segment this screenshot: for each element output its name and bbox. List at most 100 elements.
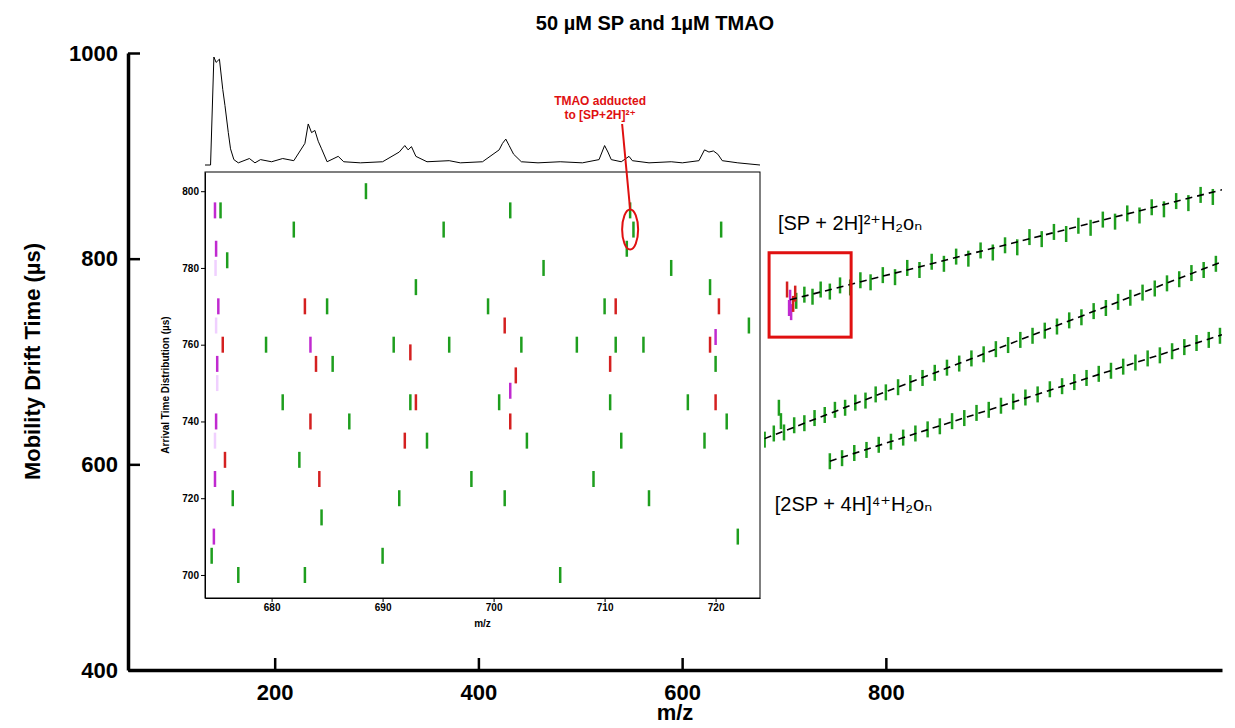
streak xyxy=(487,298,490,314)
inset-y-axis-tick: 700 xyxy=(182,570,205,581)
streak xyxy=(398,490,401,506)
streak xyxy=(576,337,579,353)
streak xyxy=(819,282,822,298)
chart-title: 50 µM SP and 1µM TMAO xyxy=(536,12,774,34)
streak xyxy=(509,383,512,399)
streak xyxy=(987,402,990,418)
highlight-box xyxy=(769,253,851,337)
streak xyxy=(841,450,844,466)
series-label: [2SP + 4H]⁴⁺H₂oₙ xyxy=(775,493,932,515)
streak xyxy=(1105,300,1108,316)
streak xyxy=(224,452,227,468)
streak xyxy=(951,413,954,429)
streak xyxy=(526,433,529,449)
streak xyxy=(1040,231,1043,247)
y-axis-tick: 600 xyxy=(81,452,140,477)
inset-x-axis-tick-label: 680 xyxy=(264,602,281,613)
streak xyxy=(226,252,229,268)
streak xyxy=(318,471,321,487)
streak xyxy=(943,256,946,272)
streak xyxy=(559,567,562,583)
spectrum-marks xyxy=(205,57,760,165)
y-axis-tick-mark xyxy=(128,258,140,261)
y-axis: 4006008001000 xyxy=(69,41,140,683)
x-axis-tick-mark xyxy=(885,658,888,670)
streak xyxy=(992,244,995,260)
streak xyxy=(448,337,451,353)
streak xyxy=(1089,220,1092,236)
x-axis-tick-mark xyxy=(681,658,684,670)
streak xyxy=(1178,271,1181,287)
inset-x-axis-tick: 710 xyxy=(597,598,614,613)
streak xyxy=(609,356,612,372)
streak xyxy=(442,222,445,238)
inset-frame xyxy=(205,172,760,598)
streak xyxy=(703,433,706,449)
x-axis-tick: 200 xyxy=(257,658,294,705)
streak xyxy=(906,260,909,276)
streak xyxy=(216,375,219,391)
streak xyxy=(348,413,351,429)
inset-y-axis-tick-mark xyxy=(201,345,205,346)
streak xyxy=(503,490,506,506)
annotation-text: to [SP+2H]²⁺ xyxy=(564,108,635,122)
streak xyxy=(315,356,318,372)
streak xyxy=(609,394,612,410)
x-axis-title: m/z xyxy=(657,700,694,725)
inset-x-axis-tick-label: 690 xyxy=(375,602,392,613)
streak xyxy=(309,413,312,429)
streak xyxy=(331,356,334,372)
streak xyxy=(214,433,217,449)
streak xyxy=(869,274,872,290)
streak xyxy=(304,298,307,314)
streak xyxy=(897,379,900,395)
inset-y-axis-tick-label: 740 xyxy=(182,416,199,427)
streak xyxy=(718,298,721,314)
streak xyxy=(509,413,512,429)
inset-x-axis-tick: 720 xyxy=(708,598,725,613)
streak xyxy=(714,356,717,372)
streak xyxy=(214,471,217,487)
streak xyxy=(237,567,240,583)
streak xyxy=(709,279,712,295)
fit-line xyxy=(790,190,1222,300)
streak xyxy=(859,272,862,288)
streak xyxy=(365,183,368,199)
inset-y-axis-tick-mark xyxy=(201,191,205,192)
y-axis-tick: 800 xyxy=(81,246,140,271)
streak xyxy=(963,410,966,426)
inset-x-axis: 680 690 700 710 720 xyxy=(206,598,761,613)
y-axis-title: Mobility Drift Time (µs) xyxy=(20,243,45,480)
series-label: [SP + 2H]²⁺H₂oₙ xyxy=(778,212,922,234)
inset-x-axis-line xyxy=(206,598,761,599)
inset-y-axis-tick-label: 800 xyxy=(182,186,199,197)
annotation-leader xyxy=(622,124,630,210)
inset-y-axis-tick: 740 xyxy=(182,416,205,427)
streak xyxy=(1154,280,1157,296)
streak xyxy=(216,356,219,372)
streak xyxy=(1077,218,1080,234)
inset-y-axis-tick-label: 760 xyxy=(182,339,199,350)
streak xyxy=(864,393,867,409)
streak xyxy=(773,425,776,441)
streak xyxy=(748,318,751,334)
streak xyxy=(542,260,545,276)
spectrum-line xyxy=(205,57,760,165)
streak xyxy=(614,337,617,353)
streak xyxy=(320,509,323,525)
streak xyxy=(309,337,312,353)
streak xyxy=(882,267,885,283)
streak xyxy=(415,394,418,410)
streak xyxy=(509,202,512,218)
y-axis-tick-label: 800 xyxy=(81,246,118,271)
inset-marks xyxy=(212,183,749,583)
streak xyxy=(214,260,217,276)
streak xyxy=(409,394,412,410)
streak xyxy=(1146,350,1149,366)
inset-x-axis-tick: 700 xyxy=(486,598,503,613)
streak xyxy=(839,277,842,293)
streak xyxy=(1053,224,1056,240)
inset-y-axis-line xyxy=(205,173,206,599)
annotation-text: TMAO adducted xyxy=(554,94,646,108)
streak xyxy=(592,471,595,487)
